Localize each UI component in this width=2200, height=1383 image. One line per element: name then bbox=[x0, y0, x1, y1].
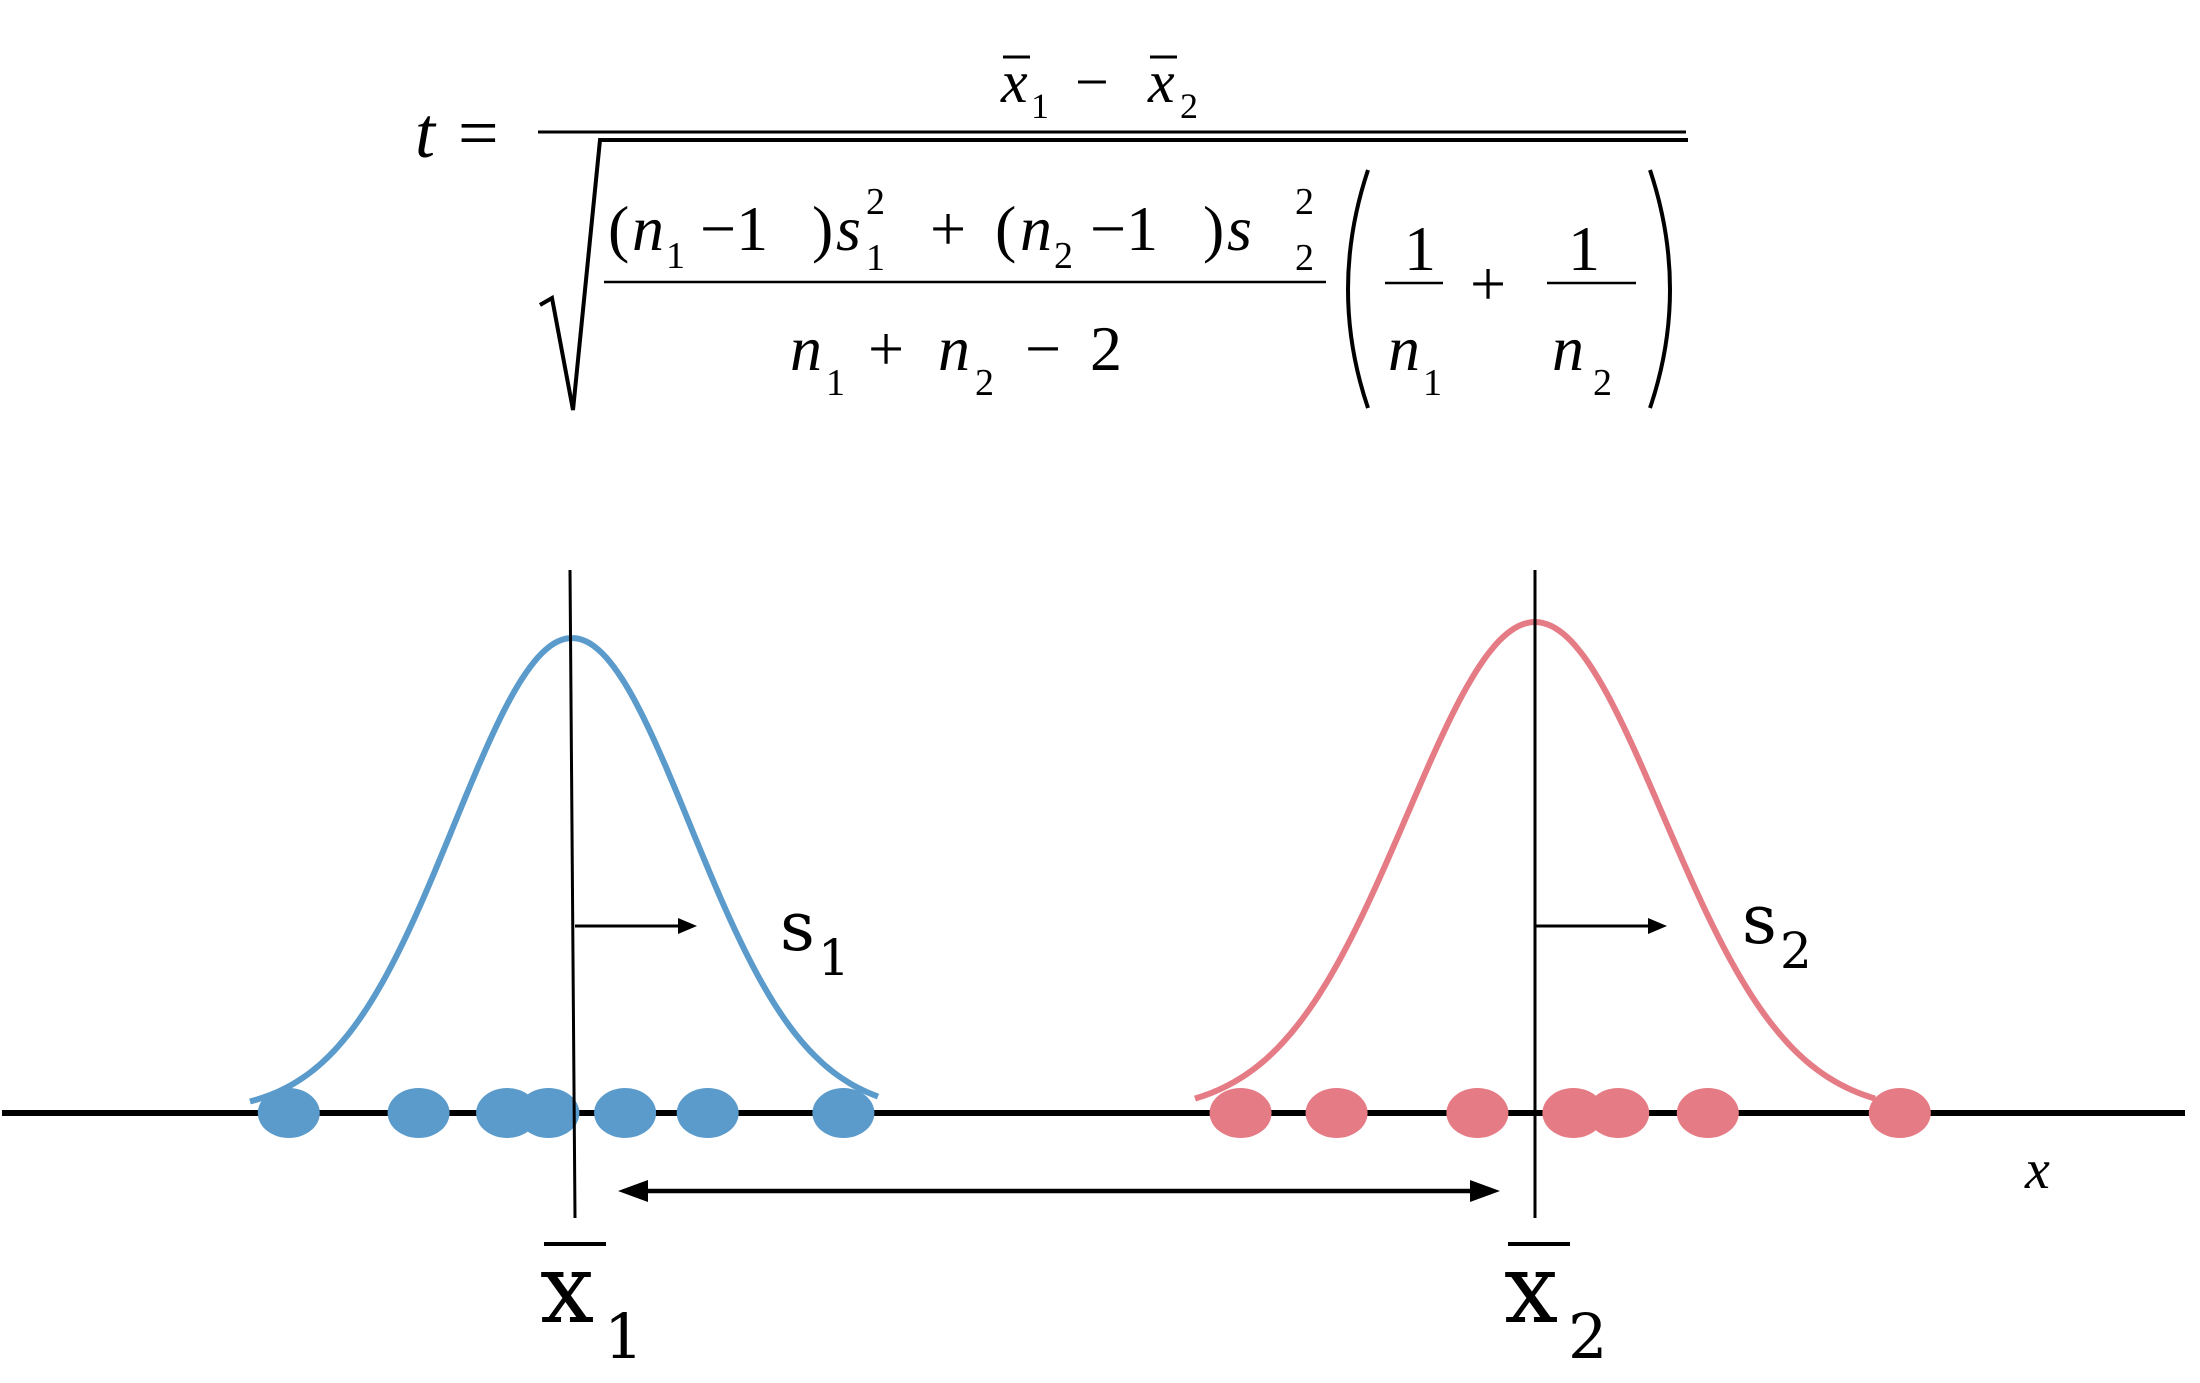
recip-one-1: 1 bbox=[1404, 213, 1436, 284]
recip-one-2: 1 bbox=[1568, 213, 1600, 284]
paren-open-1: ( bbox=[608, 193, 629, 264]
pooled-variance-denominator: n 1 + n 2 − 2 bbox=[790, 313, 1122, 404]
big-paren-left bbox=[1346, 169, 1370, 409]
formula-equals: = bbox=[458, 93, 499, 173]
den-n1: n bbox=[790, 313, 822, 384]
square-root-sign bbox=[538, 138, 1688, 411]
formula-numerator: x 1 − x 2 bbox=[1000, 49, 1198, 126]
sd-arrow-1 bbox=[575, 918, 697, 934]
group1-sample-points bbox=[257, 1088, 875, 1138]
group2-sample-point bbox=[1542, 1088, 1605, 1138]
group1-sample-point bbox=[517, 1088, 580, 1138]
den-two: 2 bbox=[1090, 313, 1122, 384]
plus-1: + bbox=[930, 193, 966, 264]
recip-n1: n bbox=[1388, 313, 1420, 384]
s1-sup: 2 bbox=[866, 181, 885, 223]
big-paren-right bbox=[1648, 169, 1672, 409]
s1-sub: 1 bbox=[866, 237, 885, 279]
numerator-sub2: 2 bbox=[1180, 86, 1198, 126]
mean-label-1: x bbox=[540, 1233, 594, 1345]
group2-sample-point bbox=[1209, 1088, 1272, 1138]
mean-label-2-sub: 2 bbox=[1568, 1300, 1607, 1373]
s2-symbol: s bbox=[1227, 193, 1252, 264]
minus-one-1: −1 bbox=[700, 193, 768, 264]
n1-symbol: n bbox=[632, 193, 664, 264]
group2-sample-points bbox=[1209, 1088, 1931, 1138]
recip-n2-sub: 2 bbox=[1593, 362, 1612, 404]
pooled-variance-numerator: ( n 1 −1 ) s 2 1 + ( n 2 −1 ) s 2 2 bbox=[608, 181, 1314, 279]
mean-label-2: x bbox=[1504, 1233, 1558, 1345]
recip-plus: + bbox=[1470, 248, 1506, 319]
paren-open-2: ( bbox=[995, 193, 1016, 264]
group2-sample-point bbox=[1305, 1088, 1368, 1138]
mean-line-1 bbox=[568, 569, 577, 1219]
mean-difference-arrow bbox=[618, 1180, 1500, 1202]
sd-label-s1: s bbox=[780, 888, 815, 967]
t-statistic-formula: t = x 1 − x 2 ( n 1 −1 ) s 2 1 + ( n bbox=[415, 49, 1688, 411]
group2-sample-point bbox=[1446, 1088, 1509, 1138]
mean-label-1-sub: 1 bbox=[604, 1300, 643, 1373]
n2-sub: 2 bbox=[1054, 235, 1073, 277]
group2-sample-point bbox=[1868, 1088, 1931, 1138]
formula-t: t bbox=[415, 93, 437, 173]
group2-sample-point bbox=[1587, 1088, 1650, 1138]
group1-density-curve bbox=[249, 635, 880, 1105]
s1-symbol: s bbox=[836, 193, 861, 264]
reciprocal-sum: 1 n 1 + 1 n 2 bbox=[1385, 213, 1636, 404]
group1-sample-point bbox=[387, 1088, 450, 1138]
den-minus: − bbox=[1025, 313, 1061, 384]
den-plus: + bbox=[868, 313, 904, 384]
group1-sample-point bbox=[257, 1088, 320, 1138]
s2-sup: 2 bbox=[1295, 181, 1314, 223]
n1-sub: 1 bbox=[666, 235, 685, 277]
recip-n2: n bbox=[1552, 313, 1584, 384]
paren-close-2: ) bbox=[1203, 193, 1224, 264]
group2-sample-point bbox=[1676, 1088, 1739, 1138]
group1-sample-point bbox=[594, 1088, 657, 1138]
sd-arrow-2 bbox=[1535, 918, 1667, 934]
sd-label-s1-sub: 1 bbox=[818, 929, 850, 987]
distributions-diagram: s 1 s 2 x 1 x 2 x bbox=[2, 569, 2185, 1373]
s2-sub: 2 bbox=[1295, 237, 1314, 279]
group1-sample-point bbox=[676, 1088, 739, 1138]
x-axis-label: x bbox=[2024, 1139, 2050, 1201]
sd-label-s2: s bbox=[1742, 881, 1777, 960]
den-n1-sub: 1 bbox=[826, 362, 845, 404]
numerator-minus: − bbox=[1075, 49, 1109, 115]
group1-sample-point bbox=[812, 1088, 875, 1138]
den-n2-sub: 2 bbox=[975, 362, 994, 404]
n2-symbol: n bbox=[1020, 193, 1052, 264]
numerator-xbar2: x bbox=[1147, 49, 1175, 115]
paren-close-1: ) bbox=[812, 193, 833, 264]
den-n2: n bbox=[938, 313, 970, 384]
sd-label-s2-sub: 2 bbox=[1780, 922, 1812, 980]
numerator-sub1: 1 bbox=[1031, 86, 1049, 126]
recip-n1-sub: 1 bbox=[1423, 362, 1442, 404]
minus-one-2: −1 bbox=[1090, 193, 1158, 264]
numerator-xbar1: x bbox=[1000, 49, 1028, 115]
